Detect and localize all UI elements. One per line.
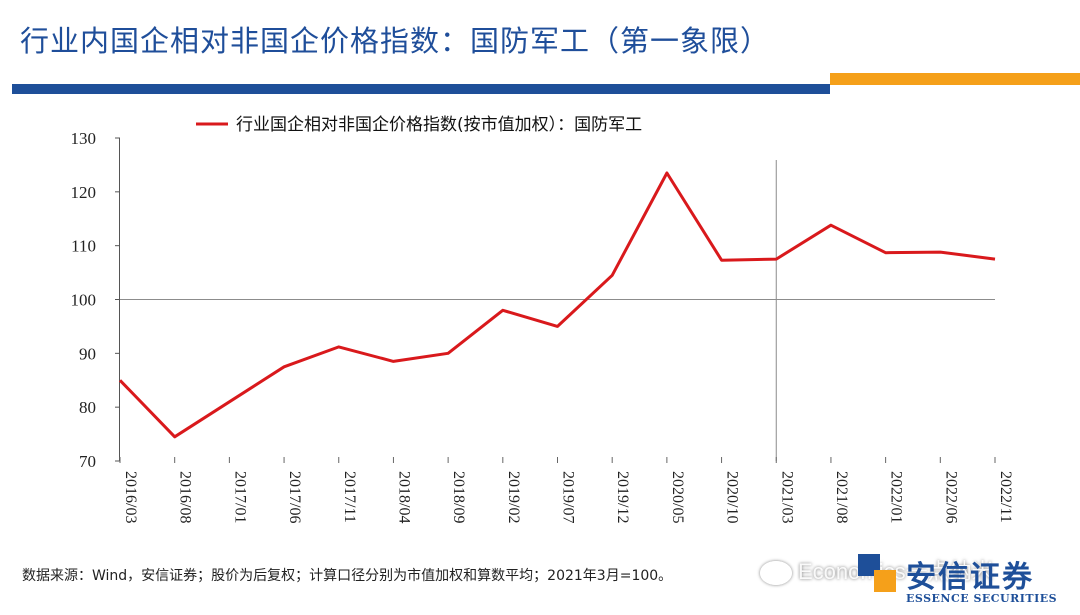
x-tick-label: 2021/03: [778, 471, 795, 523]
y-tick-label: 70: [79, 452, 96, 471]
x-tick-label: 2018/04: [395, 471, 412, 523]
series-line-red: [118, 171, 996, 439]
y-tick-label: 80: [79, 398, 96, 417]
x-tick-label: 2022/06: [942, 471, 959, 523]
page-title: 行业内国企相对非国企价格指数：国防军工（第一象限）: [20, 24, 771, 58]
brand-logo-en: ESSENCE SECURITIES: [906, 592, 1058, 605]
x-tick-label: 2019/02: [505, 471, 522, 523]
x-tick-label: 2022/11: [997, 471, 1014, 523]
y-tick-label: 110: [71, 237, 96, 256]
x-tick-label: 2022/01: [888, 471, 905, 523]
x-tick-label: 2019/07: [560, 471, 577, 523]
x-tick-label: 2020/05: [669, 471, 686, 523]
x-tick-label: 2020/10: [724, 471, 741, 523]
wechat-icon: [760, 561, 792, 586]
x-tick-label: 2021/08: [833, 471, 850, 523]
brand-logo-cn: 安信证券: [906, 560, 1034, 595]
x-tick-label: 2016/08: [177, 471, 194, 523]
y-tick-label: 100: [71, 291, 97, 310]
brand-logo: 安信证券 ESSENCE SECURITIES: [858, 552, 1073, 610]
header-bar-orange: [830, 73, 1080, 85]
x-tick-label: 2018/09: [450, 471, 467, 523]
data-source-note: 数据来源：Wind，安信证券；股价为后复权；计算口径分别为市值加权和算数平均；2…: [22, 568, 673, 584]
x-tick-label: 2019/12: [614, 471, 631, 523]
x-tick-label: 2017/06: [286, 471, 303, 523]
x-tick-label: 2017/11: [341, 471, 358, 523]
header-bar-blue: [12, 84, 830, 94]
x-tick-label: 2016/03: [122, 471, 139, 523]
y-tick-label: 90: [79, 344, 96, 363]
x-tick-label: 2017/01: [231, 471, 248, 523]
y-tick-label: 120: [71, 183, 97, 202]
y-tick-label: 130: [71, 129, 97, 148]
brand-logo-icon: [858, 554, 896, 592]
legend-label: 行业国企相对非国企价格指数(按市值加权）：国防军工: [236, 115, 642, 135]
